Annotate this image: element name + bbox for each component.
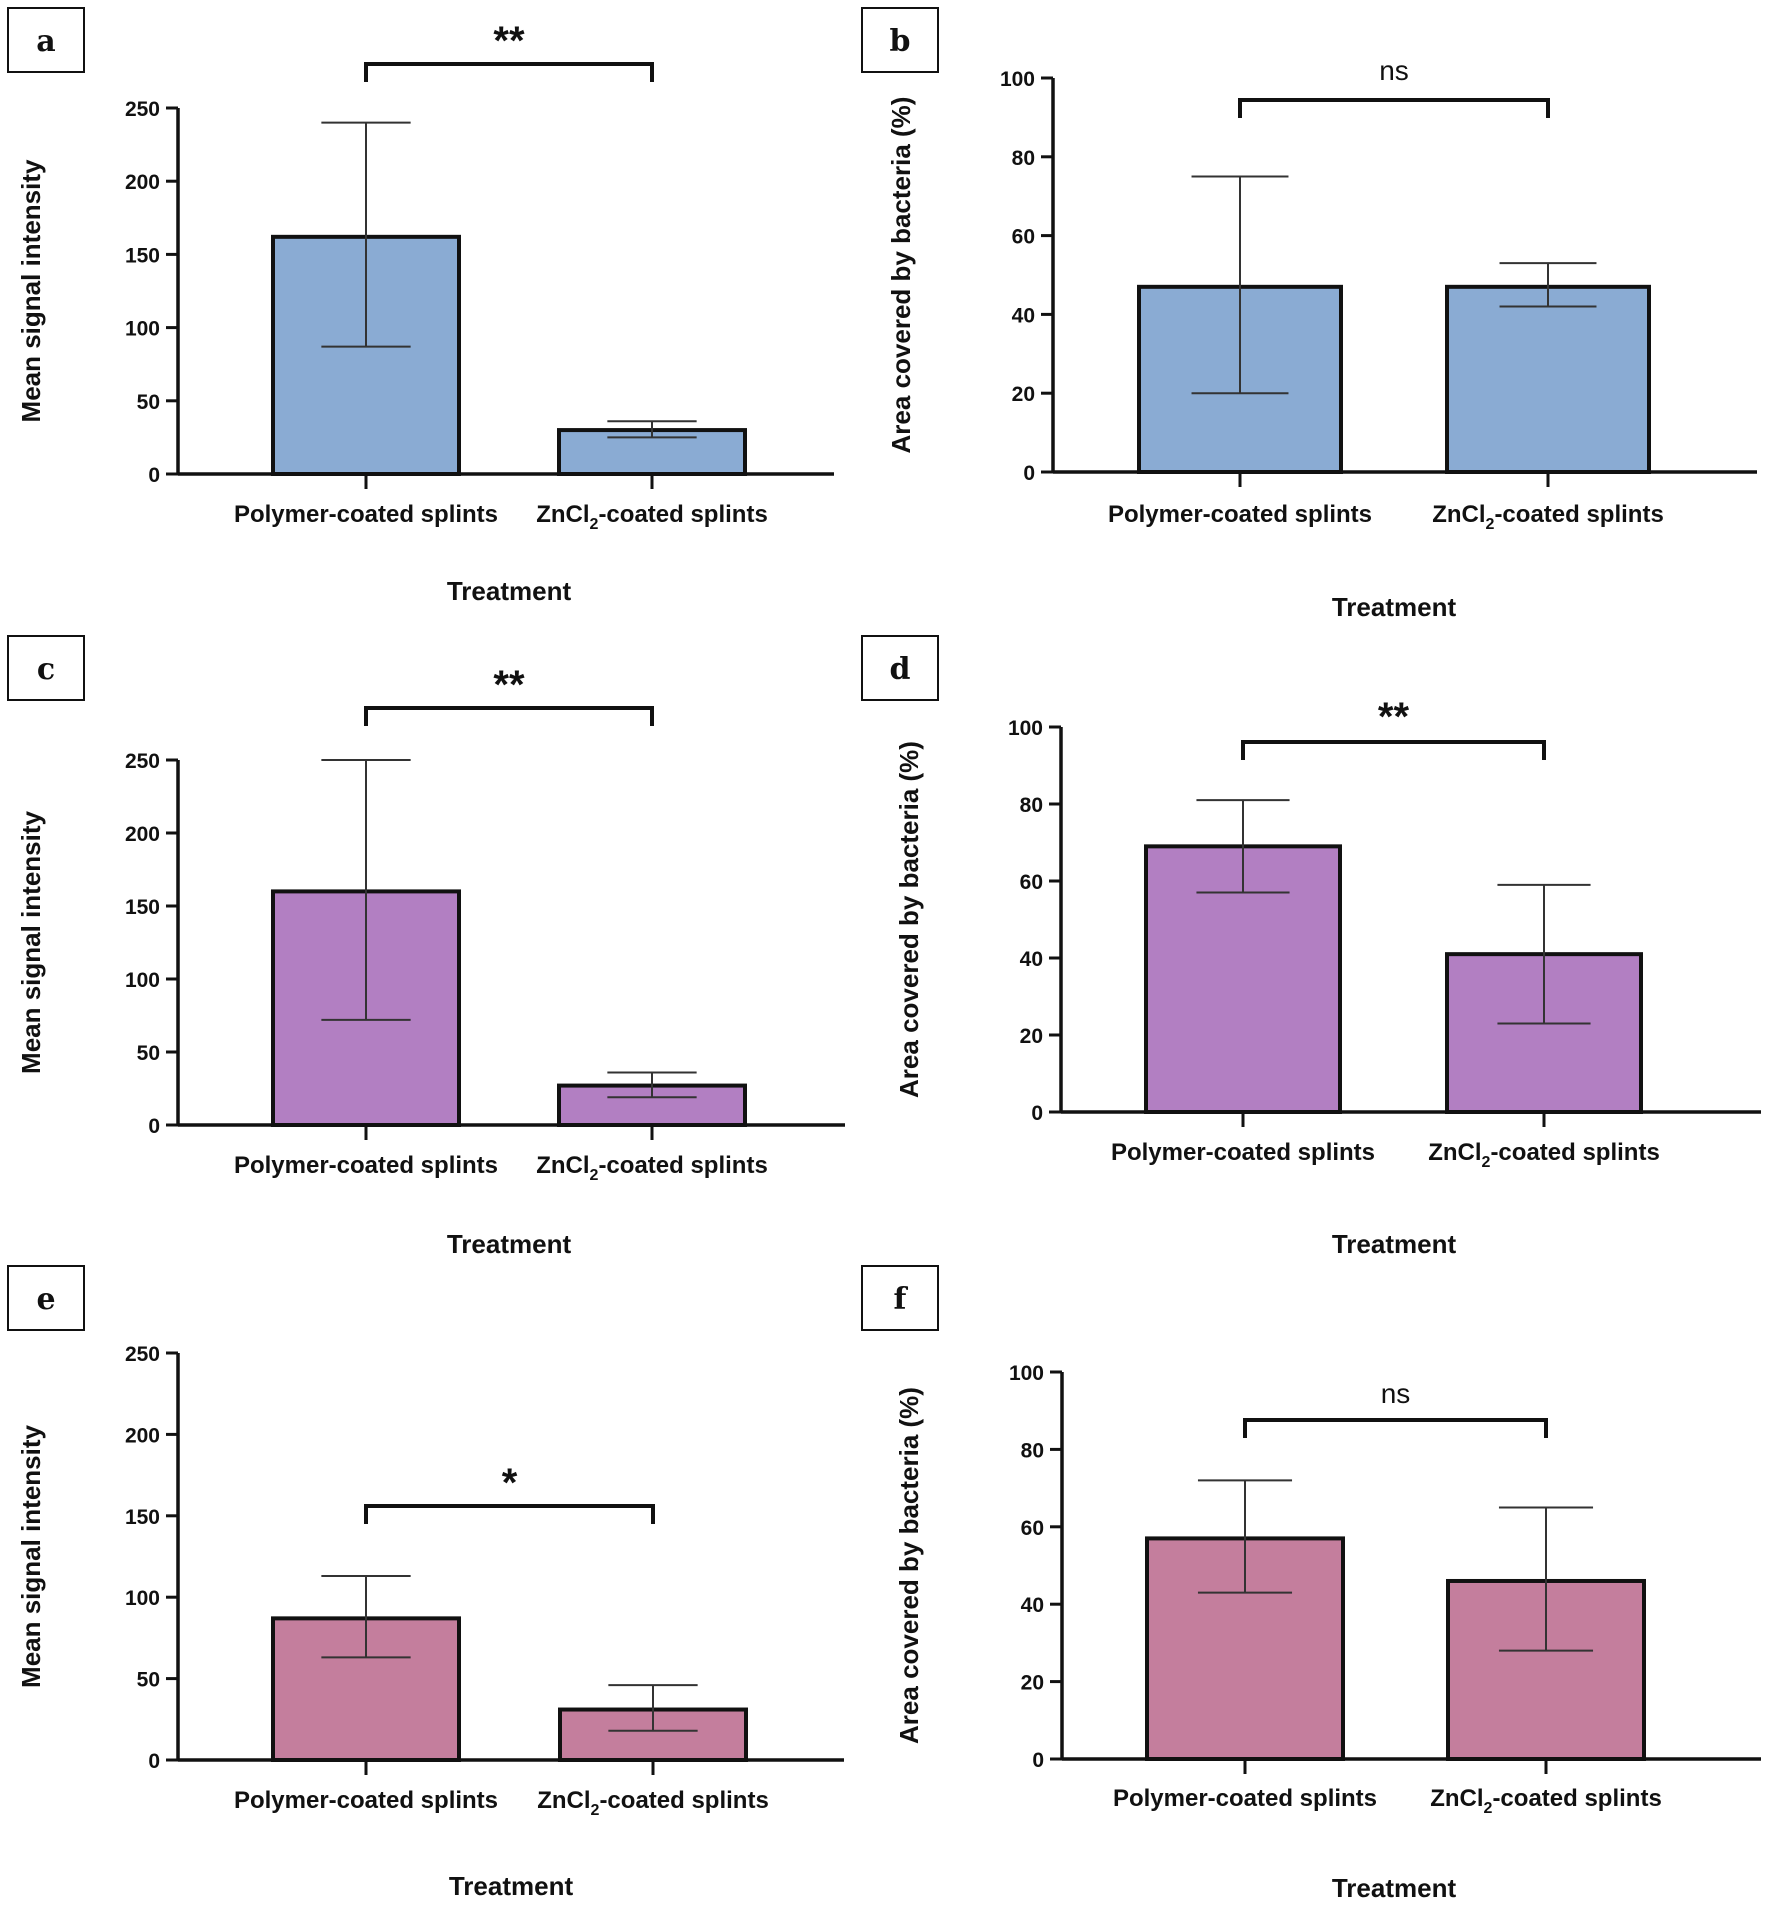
panel-label-box <box>861 1265 939 1331</box>
x-category-label: ZnCl2-coated splints <box>1428 1139 1660 1171</box>
chart-panel-a: a 0 50 100 150 200 250 Polymer-coated splints Zn… <box>7 7 834 606</box>
panel-label: d <box>890 652 911 687</box>
x-category-label: Polymer-coated splints <box>1108 501 1372 528</box>
y-tick-label: 100 <box>125 1587 160 1610</box>
y-tick-label: 0 <box>148 1115 160 1138</box>
significance-bracket <box>1238 98 1550 118</box>
significance-label: * <box>502 1461 518 1505</box>
y-tick-label: 150 <box>125 1506 160 1529</box>
y-tick-label: 40 <box>1012 304 1035 327</box>
significance-bracket <box>364 1504 655 1524</box>
bar <box>1445 284 1651 474</box>
panel-label: a <box>36 24 55 59</box>
y-tick-label: 40 <box>1021 1594 1044 1617</box>
panel-label: b <box>890 24 911 59</box>
y-tick-label: 100 <box>125 969 160 992</box>
y-tick-label: 60 <box>1021 1517 1044 1540</box>
y-axis-title: Area covered by bacteria (%) <box>886 97 916 454</box>
y-tick-label: 80 <box>1021 1439 1044 1462</box>
y-tick-label: 100 <box>1000 68 1035 91</box>
y-axis-title: Mean signal intensity <box>16 810 46 1073</box>
chart-panel-b: b 0 20 40 60 80 100 Polymer-coated splints ZnCl2… <box>861 7 1757 622</box>
y-tick-label: 200 <box>125 1424 160 1447</box>
y-tick-label: 0 <box>1031 1102 1043 1125</box>
x-axis-title: Treatment <box>447 576 572 606</box>
y-tick-label: 100 <box>1009 1362 1044 1385</box>
y-tick-label: 50 <box>137 1042 160 1065</box>
chart-panel-d: d 0 20 40 60 80 100 Polymer-coated splints ZnCl2… <box>861 635 1761 1259</box>
y-tick-label: 80 <box>1012 147 1035 170</box>
y-tick-label: 20 <box>1012 383 1035 406</box>
y-tick-label: 20 <box>1021 1672 1044 1695</box>
panel-label-box <box>7 1265 85 1331</box>
y-tick-label: 0 <box>1032 1749 1044 1772</box>
panel-label-box <box>861 635 939 701</box>
chart-panel-e: e 0 50 100 150 200 250 Polymer-coated splints Zn… <box>7 1265 844 1901</box>
y-tick-label: 60 <box>1020 871 1043 894</box>
y-tick-label: 50 <box>137 1669 160 1692</box>
x-axis-title: Treatment <box>1332 1873 1457 1903</box>
x-category-label: ZnCl2-coated splints <box>537 1787 769 1819</box>
significance-bracket <box>1241 740 1546 760</box>
y-tick-label: 100 <box>1008 717 1043 740</box>
panel-label-box <box>7 635 85 701</box>
y-tick-label: 60 <box>1012 226 1035 249</box>
x-category-label: Polymer-coated splints <box>234 1152 498 1179</box>
chart-panel-f: f 0 20 40 60 80 100 Polymer-coated splints ZnCl2… <box>861 1265 1761 1903</box>
x-category-label: ZnCl2-coated splints <box>1432 501 1664 533</box>
y-tick-label: 200 <box>125 171 160 194</box>
y-axis-title: Area covered by bacteria (%) <box>894 741 924 1098</box>
significance-label: ns <box>1381 1378 1411 1409</box>
chart-panel-c: c 0 50 100 150 200 250 Polymer-coated splints Zn… <box>7 635 845 1259</box>
y-tick-label: 40 <box>1020 948 1043 971</box>
y-axis-title: Mean signal intensity <box>16 159 46 422</box>
significance-bracket <box>1243 1418 1548 1438</box>
x-category-label: Polymer-coated splints <box>234 501 498 528</box>
y-tick-label: 150 <box>125 896 160 919</box>
y-tick-label: 250 <box>125 98 160 121</box>
significance-label: ** <box>1378 695 1410 739</box>
significance-label: ** <box>493 663 525 707</box>
y-tick-label: 250 <box>125 750 160 773</box>
y-tick-label: 50 <box>137 391 160 414</box>
x-category-label: Polymer-coated splints <box>234 1787 498 1814</box>
x-category-label: Polymer-coated splints <box>1111 1139 1375 1166</box>
panel-label: c <box>37 652 55 687</box>
y-axis-title: Mean signal intensity <box>16 1424 46 1687</box>
y-tick-label: 150 <box>125 244 160 267</box>
x-category-label: ZnCl2-coated splints <box>536 501 768 533</box>
x-axis-title: Treatment <box>447 1229 572 1259</box>
x-category-label: ZnCl2-coated splints <box>536 1152 768 1184</box>
panel-label: f <box>894 1282 909 1317</box>
y-axis-title: Area covered by bacteria (%) <box>894 1387 924 1744</box>
y-tick-label: 20 <box>1020 1025 1043 1048</box>
significance-label: ns <box>1379 55 1409 86</box>
significance-bracket <box>364 706 654 726</box>
panel-label-box <box>861 7 939 73</box>
x-axis-title: Treatment <box>1332 1229 1457 1259</box>
y-tick-label: 200 <box>125 823 160 846</box>
x-category-label: Polymer-coated splints <box>1113 1785 1377 1812</box>
y-tick-label: 0 <box>148 1750 160 1773</box>
panel-label-box <box>7 7 85 73</box>
y-tick-label: 250 <box>125 1343 160 1366</box>
panel-label: e <box>36 1282 55 1317</box>
significance-bracket <box>364 62 654 82</box>
x-axis-title: Treatment <box>449 1871 574 1901</box>
y-tick-label: 80 <box>1020 794 1043 817</box>
y-tick-label: 0 <box>1023 462 1035 485</box>
y-tick-label: 0 <box>148 464 160 487</box>
significance-label: ** <box>493 19 525 63</box>
x-axis-title: Treatment <box>1332 592 1457 622</box>
x-category-label: ZnCl2-coated splints <box>1430 1785 1662 1817</box>
y-tick-label: 100 <box>125 318 160 341</box>
